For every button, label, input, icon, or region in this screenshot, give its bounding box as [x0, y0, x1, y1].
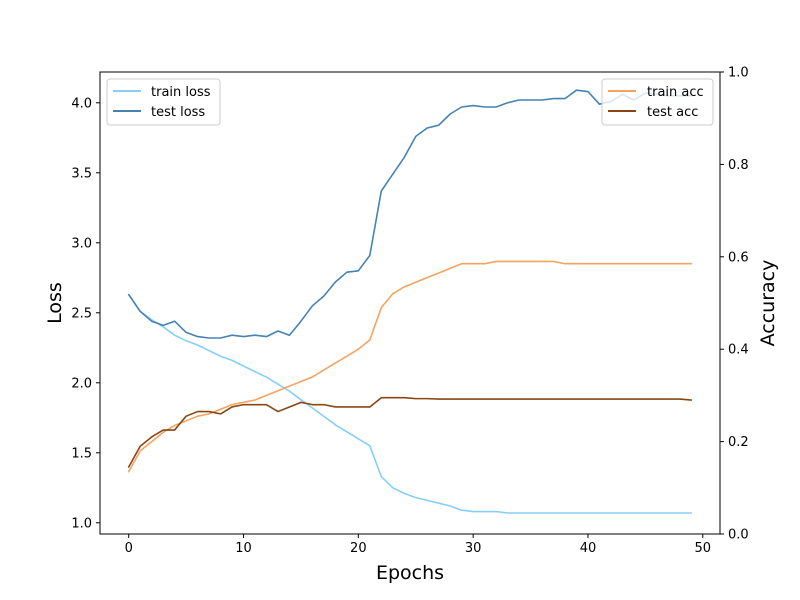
left-y-axis-ticks: 1.0 1.5 2.0 2.5 3.0 3.5 4.0: [71, 96, 100, 531]
legend-right: train acc test acc: [601, 78, 714, 126]
x-tick-label: 10: [235, 541, 252, 556]
legend-test-loss-label: test loss: [151, 105, 205, 120]
right-y-tick-label: 0.4: [728, 343, 749, 358]
plot-frame: [99, 71, 721, 535]
left-y-tick-label: 4.0: [71, 96, 92, 111]
right-y-tick-label: 0.0: [728, 528, 749, 543]
right-y-tick-label: 1.0: [728, 66, 749, 81]
left-y-tick-label: 3.5: [71, 166, 92, 181]
series-line-test-loss: [127, 89, 693, 339]
x-tick-label: 0: [125, 541, 133, 556]
legend-left: train loss test loss: [106, 78, 221, 126]
right-y-axis-label: Accuracy: [757, 260, 779, 347]
right-y-tick-label: 0.2: [728, 435, 749, 450]
left-y-tick-label: 1.0: [71, 516, 92, 531]
x-axis-ticks: 0 10 20 30 40 50: [125, 534, 711, 556]
x-tick-label: 40: [580, 541, 597, 556]
legend-train-acc-label: train acc: [647, 85, 704, 100]
legend-train-loss-label: train loss: [151, 85, 211, 100]
left-y-axis-label: Loss: [44, 282, 66, 324]
plot-lines: [127, 89, 693, 514]
left-y-tick-label: 3.0: [71, 236, 92, 251]
x-tick-label: 50: [695, 541, 712, 556]
series-line-test-acc: [127, 396, 693, 468]
x-tick-label: 30: [465, 541, 482, 556]
left-y-tick-label: 1.5: [71, 446, 92, 461]
left-y-tick-label: 2.0: [71, 376, 92, 391]
series-line-train-acc: [127, 260, 693, 473]
left-y-tick-label: 2.5: [71, 306, 92, 321]
right-y-tick-label: 0.6: [728, 250, 749, 265]
x-axis-label: Epochs: [376, 562, 444, 584]
legend-test-acc-label: test acc: [647, 105, 698, 120]
x-tick-label: 20: [350, 541, 367, 556]
right-y-tick-label: 0.8: [728, 158, 749, 173]
right-y-axis-ticks: 0.0 0.2 0.4 0.6 0.8 1.0: [720, 66, 749, 543]
series-line-train-loss: [127, 293, 693, 514]
